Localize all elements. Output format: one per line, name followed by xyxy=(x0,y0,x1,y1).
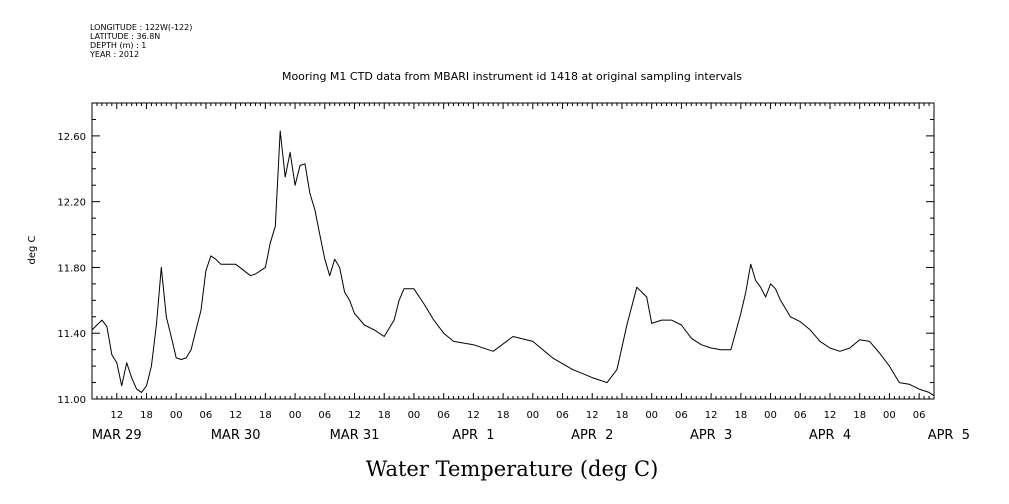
plot-frame xyxy=(91,102,935,400)
x-hour-label: 00 xyxy=(170,410,183,421)
x-hour-label: 00 xyxy=(408,410,421,421)
metadata-line-longitude: LONGITUDE : 122W(-122) xyxy=(90,23,192,32)
plot-border xyxy=(91,102,935,400)
x-axis-tick-labels: 12 18 00 06 12 18 00 06 12 18 00 06 12 18 00 06 12 18 00 06… xyxy=(92,410,970,443)
x-hour-label: 12 xyxy=(229,410,242,421)
x-hour-label: 06 xyxy=(318,410,331,421)
y-tick-label: 12.20 xyxy=(57,198,86,209)
x-axis-label: Water Temperature (deg C) xyxy=(366,457,659,481)
x-hour-label: 12 xyxy=(824,410,837,421)
x-day-label: APR 5 xyxy=(928,428,970,443)
x-hour-label: 18 xyxy=(853,410,866,421)
metadata-line-year: YEAR : 2012 xyxy=(89,50,139,59)
x-hour-label: 06 xyxy=(556,410,569,421)
x-hour-label: 06 xyxy=(437,410,450,421)
x-hour-label: 18 xyxy=(734,410,747,421)
x-hour-label: 06 xyxy=(913,410,926,421)
y-axis: 12.60 12.20 11.80 11.40 11.00 xyxy=(57,102,934,406)
metadata-line-latitude: LATITUDE : 36.8N xyxy=(90,32,160,41)
series-line-water-temperature xyxy=(91,130,935,397)
x-hour-label: 06 xyxy=(200,410,213,421)
x-hour-label: 12 xyxy=(348,410,361,421)
x-hour-label: 18 xyxy=(259,410,272,421)
y-tick-label: 12.60 xyxy=(57,132,86,143)
x-axis xyxy=(91,103,935,399)
x-hour-label: 00 xyxy=(526,410,539,421)
series-group xyxy=(91,130,935,397)
x-hour-label: 18 xyxy=(497,410,510,421)
chart-title: Mooring M1 CTD data from MBARI instrumen… xyxy=(282,70,742,83)
y-tick-label: 11.80 xyxy=(57,263,86,274)
x-day-label: APR 3 xyxy=(690,428,732,443)
x-day-label: MAR 29 xyxy=(92,428,142,443)
x-day-label: MAR 31 xyxy=(330,428,380,443)
x-day-label: APR 4 xyxy=(809,428,851,443)
y-tick-label: 11.40 xyxy=(57,329,86,340)
x-hour-label: 12 xyxy=(467,410,480,421)
metadata-block: LONGITUDE : 122W(-122) LATITUDE : 36.8N … xyxy=(89,23,192,59)
x-hour-label: 18 xyxy=(616,410,629,421)
x-hour-label: 12 xyxy=(110,410,123,421)
x-hour-label: 12 xyxy=(586,410,599,421)
x-hour-label: 00 xyxy=(289,410,302,421)
x-day-label: MAR 30 xyxy=(211,428,261,443)
x-hour-label: 00 xyxy=(764,410,777,421)
x-day-label: APR 2 xyxy=(571,428,613,443)
x-hour-label: 06 xyxy=(794,410,807,421)
y-tick-label: 11.00 xyxy=(57,395,86,406)
x-hour-label: 00 xyxy=(883,410,896,421)
metadata-line-depth: DEPTH (m) : 1 xyxy=(90,41,146,50)
x-hour-label: 18 xyxy=(378,410,391,421)
x-hour-label: 12 xyxy=(705,410,718,421)
x-day-label: APR 1 xyxy=(452,428,494,443)
x-hour-label: 00 xyxy=(645,410,658,421)
x-hour-label: 06 xyxy=(675,410,688,421)
x-hour-label: 18 xyxy=(140,410,153,421)
y-axis-label: deg C xyxy=(27,235,38,264)
